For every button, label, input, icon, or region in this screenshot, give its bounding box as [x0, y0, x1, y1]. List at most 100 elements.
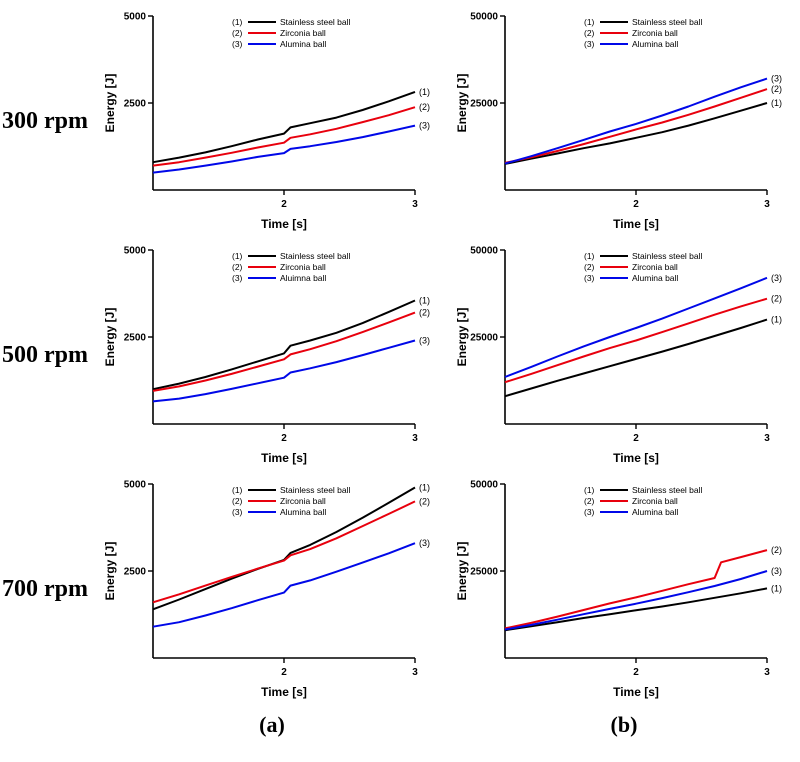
legend-label: Alumina ball [632, 39, 678, 49]
legend-label: Stainless steel ball [280, 251, 351, 261]
legend-entry-alumina-ball: (3) Alumina ball [232, 507, 326, 517]
x-axis-label: Time [s] [613, 685, 659, 699]
legend-entry-alumina-ball: (3) Alumina ball [584, 273, 678, 283]
y-tick-label: 2500 [124, 567, 147, 578]
series-line-zirconia-ball [504, 88, 768, 164]
series-end-label-zirconia-ball: (2) [771, 545, 782, 555]
y-axis-label: Energy [J] [103, 308, 117, 367]
y-axis-label: Energy [J] [455, 542, 469, 601]
legend-marker: (1) [232, 251, 243, 261]
legend-entry-stainless-steel-ball: (1) Stainless steel ball [232, 251, 351, 261]
legend-label: Zirconia ball [632, 496, 678, 506]
legend-label: Stainless steel ball [632, 485, 703, 495]
legend-marker: (3) [584, 273, 595, 283]
x-tick-label: 3 [412, 667, 418, 678]
legend-marker: (2) [584, 28, 595, 38]
series-end-label-alumina-ball: (3) [771, 273, 782, 283]
series-end-label-alumina-ball: (3) [419, 335, 430, 345]
series-line-alumina-ball [504, 570, 768, 631]
row-label-500rpm: 500 rpm [2, 341, 88, 368]
legend-marker: (1) [584, 485, 595, 495]
legend-marker: (2) [232, 28, 243, 38]
y-tick-label: 50000 [470, 480, 498, 491]
legend-marker: (1) [584, 17, 595, 27]
x-tick-label: 2 [633, 433, 639, 444]
series-line-zirconia-ball [504, 549, 768, 630]
legend-marker: (1) [584, 251, 595, 261]
series-end-label-alumina-ball: (3) [771, 566, 782, 576]
legend-marker: (2) [584, 262, 595, 272]
y-tick-label: 5000 [124, 246, 147, 257]
legend-label: Stainless steel ball [632, 17, 703, 27]
y-axis-label: Energy [J] [103, 542, 117, 601]
series-line-alumina-ball [152, 339, 416, 403]
y-tick-label: 2500 [124, 333, 147, 344]
legend-label: Zirconia ball [280, 262, 326, 272]
x-axis-label: Time [s] [261, 217, 307, 231]
series-line-stainless-steel-ball [152, 486, 416, 611]
y-axis-label: Energy [J] [455, 308, 469, 367]
series-end-label-alumina-ball: (3) [419, 538, 430, 548]
legend-label: Aluimna ball [280, 273, 326, 283]
legend-marker: (2) [584, 496, 595, 506]
legend-marker: (3) [584, 39, 595, 49]
series-line-alumina-ball [152, 542, 416, 628]
x-tick-label: 3 [764, 433, 770, 444]
y-tick-label: 5000 [124, 480, 147, 491]
legend-entry-zirconia-ball: (2) Zirconia ball [584, 28, 678, 38]
legend-marker: (3) [232, 273, 243, 283]
series-line-zirconia-ball [152, 500, 416, 604]
legend-label: Alumina ball [632, 273, 678, 283]
legend-entry-alumina-ball: (3) Alumina ball [232, 39, 326, 49]
row-label-300rpm: 300 rpm [2, 107, 88, 134]
row-label-700rpm: 700 rpm [2, 575, 88, 602]
y-tick-label: 50000 [470, 246, 498, 257]
series-line-stainless-steel-ball [504, 587, 768, 632]
x-axis-label: Time [s] [613, 217, 659, 231]
chart-300rpm-b: 25000 50000 2 3 Time [s] Energy [J] (1) (2) (3)(… [448, 4, 800, 238]
legend-entry-stainless-steel-ball: (1) Stainless steel ball [584, 17, 703, 27]
legend-entry-aluimna-ball: (3) Aluimna ball [232, 273, 326, 283]
legend-marker: (2) [232, 262, 243, 272]
legend-entry-stainless-steel-ball: (1) Stainless steel ball [232, 485, 351, 495]
y-axis-label: Energy [J] [103, 74, 117, 133]
legend-entry-stainless-steel-ball: (1) Stainless steel ball [232, 17, 351, 27]
series-end-label-stainless-steel-ball: (1) [771, 315, 782, 325]
legend-label: Zirconia ball [632, 28, 678, 38]
legend-label: Alumina ball [632, 507, 678, 517]
series-line-stainless-steel-ball [152, 299, 416, 391]
y-tick-label: 25000 [470, 333, 498, 344]
legend-label: Zirconia ball [632, 262, 678, 272]
column-labels-row: (a) (b) [0, 712, 800, 738]
x-tick-label: 2 [633, 667, 639, 678]
series-end-label-alumina-ball: (3) [419, 121, 430, 131]
legend-entry-zirconia-ball: (2) Zirconia ball [232, 28, 326, 38]
legend-entry-alumina-ball: (3) Alumina ball [584, 39, 678, 49]
x-axis-label: Time [s] [261, 685, 307, 699]
legend-label: Stainless steel ball [632, 251, 703, 261]
chart-500rpm-b: 25000 50000 2 3 Time [s] Energy [J] (1) (2) (3)(… [448, 238, 800, 472]
legend-label: Alumina ball [280, 507, 326, 517]
series-line-alumina-ball [152, 124, 416, 174]
legend-label: Zirconia ball [280, 496, 326, 506]
legend-label: Alumina ball [280, 39, 326, 49]
legend-marker: (2) [232, 496, 243, 506]
series-end-label-zirconia-ball: (2) [771, 294, 782, 304]
series-line-zirconia-ball [504, 297, 768, 384]
series-end-label-alumina-ball: (3) [771, 74, 782, 84]
x-tick-label: 2 [281, 667, 287, 678]
series-end-label-stainless-steel-ball: (1) [419, 295, 430, 305]
series-line-stainless-steel-ball [504, 318, 768, 398]
y-tick-label: 50000 [470, 12, 498, 23]
series-line-stainless-steel-ball [504, 102, 768, 165]
series-end-label-zirconia-ball: (2) [419, 496, 430, 506]
x-tick-label: 2 [633, 199, 639, 210]
y-tick-label: 25000 [470, 99, 498, 110]
chart-700rpm-b: 25000 50000 2 3 Time [s] Energy [J] (1) (2) (3)(… [448, 472, 800, 706]
chart-500rpm-a: 2500 5000 2 3 Time [s] Energy [J] (1) (2) (3) (1)… [96, 238, 448, 472]
legend-marker: (3) [584, 507, 595, 517]
legend-entry-zirconia-ball: (2) Zirconia ball [232, 496, 326, 506]
